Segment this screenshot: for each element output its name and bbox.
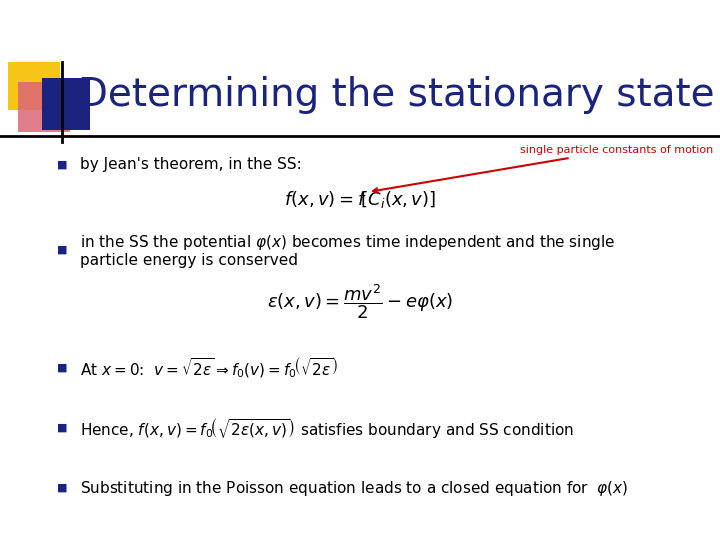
Text: Substituting in the Poisson equation leads to a closed equation for  $\varphi(x): Substituting in the Poisson equation lea… <box>80 478 629 497</box>
Text: single particle constants of motion: single particle constants of motion <box>373 145 714 193</box>
Text: ■: ■ <box>57 245 67 255</box>
Text: At $x = 0$:  $v = \sqrt{2\varepsilon} \Rightarrow f_0(v) = f_0\!\left(\sqrt{2\va: At $x = 0$: $v = \sqrt{2\varepsilon} \Ri… <box>80 356 338 380</box>
Bar <box>42 78 90 130</box>
Text: $\varepsilon(x,v) = \dfrac{mv^2}{2} - e\varphi(x)$: $\varepsilon(x,v) = \dfrac{mv^2}{2} - e\… <box>267 282 453 321</box>
Text: by Jean's theorem, in the SS:: by Jean's theorem, in the SS: <box>80 158 302 172</box>
Text: Hence, $f(x,v) = f_0\!\left(\sqrt{2\varepsilon(x,v)}\right)$ satisfies boundary : Hence, $f(x,v) = f_0\!\left(\sqrt{2\vare… <box>80 415 574 441</box>
Text: in the SS the potential $\varphi(x)$ becomes time independent and the single: in the SS the potential $\varphi(x)$ bec… <box>80 233 616 252</box>
Text: particle energy is conserved: particle energy is conserved <box>80 253 298 267</box>
Text: ■: ■ <box>57 363 67 373</box>
Text: ■: ■ <box>57 483 67 493</box>
Text: Determining the stationary state: Determining the stationary state <box>78 76 715 114</box>
Text: ■: ■ <box>57 423 67 433</box>
Bar <box>18 82 70 132</box>
Text: $f(x,v) = f\!\left[C_i(x,v)\right]$: $f(x,v) = f\!\left[C_i(x,v)\right]$ <box>284 190 436 211</box>
Bar <box>8 62 60 110</box>
Text: ■: ■ <box>57 160 67 170</box>
